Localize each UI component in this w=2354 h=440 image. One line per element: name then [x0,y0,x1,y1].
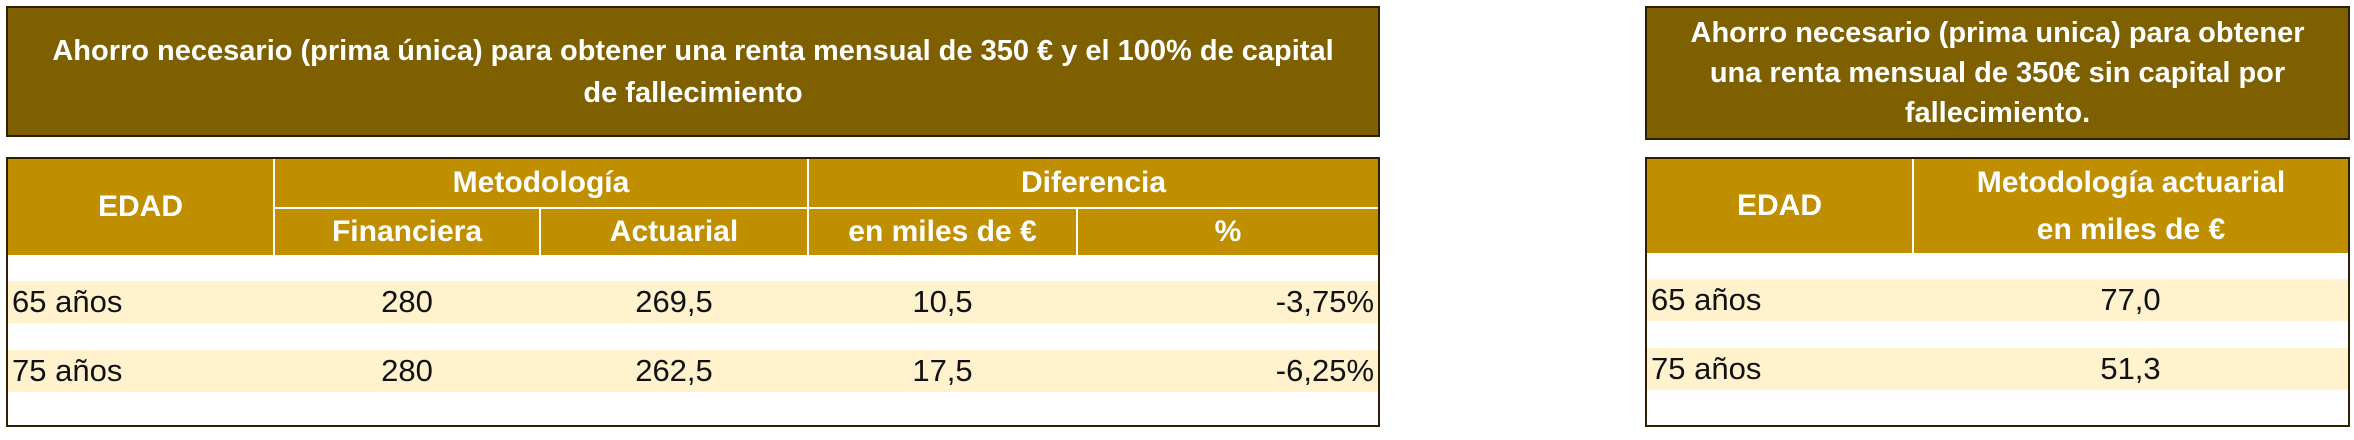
header-metodologia: Metodología [273,159,808,209]
header-miles: en miles de € [807,208,1077,255]
cell-pct: -6,25% [1077,350,1379,392]
spacer-row [8,392,1379,420]
cell-financiera: 280 [274,350,540,392]
cell-miles: 10,5 [808,281,1077,323]
spacer-row [1647,390,2348,418]
spacer-row [8,255,1379,281]
table-row: 75 años 280 262,5 17,5 -6,25% [8,350,1379,392]
spacer-row [1647,321,2348,348]
header-miles: en miles de € [1912,207,2348,253]
spacer-row [1647,253,2348,279]
cell-edad: 65 años [1647,279,1913,321]
left-table: EDAD Metodología Diferencia Financiera A… [8,159,1379,420]
cell-financiera: 280 [274,281,540,323]
header-pct: % [1075,208,1379,255]
left-title: Ahorro necesario (prima única) para obte… [6,6,1380,137]
cell-miles: 17,5 [808,350,1077,392]
header-diferencia: Diferencia [806,159,1379,209]
cell-value: 51,3 [1913,348,2348,390]
spacer-row [8,323,1379,350]
right-table-box: EDAD Metodología actuarial en miles de €… [1645,157,2350,427]
header-financiera: Financiera [273,208,540,255]
cell-actuarial: 269,5 [540,281,808,323]
cell-pct: -3,75% [1077,281,1379,323]
header-metodologia-actuarial: Metodología actuarial [1912,159,2348,207]
left-table-box: EDAD Metodología Diferencia Financiera A… [6,157,1380,427]
header-actuarial: Actuarial [539,208,808,255]
right-table: EDAD Metodología actuarial en miles de €… [1647,159,2348,418]
header-edad: EDAD [8,159,274,255]
table-row: 65 años 77,0 [1647,279,2348,321]
cell-edad: 75 años [1647,348,1913,390]
table-row: 75 años 51,3 [1647,348,2348,390]
header-edad: EDAD [1647,159,1913,253]
cell-edad: 65 años [8,281,274,323]
cell-value: 77,0 [1913,279,2348,321]
cell-edad: 75 años [8,350,274,392]
right-title: Ahorro necesario (prima unica) para obte… [1645,6,2350,140]
cell-actuarial: 262,5 [540,350,808,392]
table-row: 65 años 280 269,5 10,5 -3,75% [8,281,1379,323]
